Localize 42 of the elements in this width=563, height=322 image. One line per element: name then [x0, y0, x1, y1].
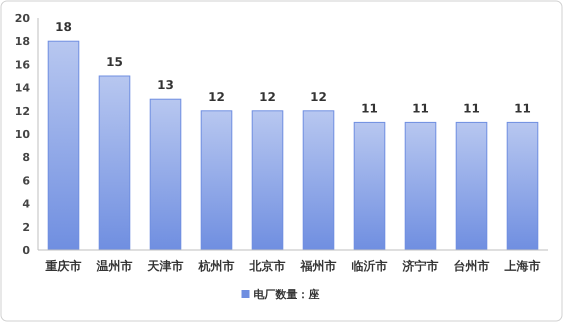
data-label: 12: [259, 90, 276, 104]
data-label: 12: [310, 90, 327, 104]
x-tick-label: 临沂市: [352, 259, 388, 273]
x-tick-label: 福州市: [300, 259, 336, 273]
y-tick-label: 2: [22, 220, 30, 234]
x-tick-label: 重庆市: [44, 259, 82, 273]
x-tick-label: 上海市: [504, 259, 540, 273]
data-label: 11: [463, 101, 480, 116]
bar: [354, 122, 386, 250]
y-tick-label: 0: [22, 244, 30, 257]
y-tick-label: 8: [22, 151, 30, 164]
y-tick-label: 16: [14, 58, 30, 72]
bar: [150, 98, 182, 250]
bar: [200, 110, 232, 250]
legend-label: 电厂数量：座: [254, 288, 320, 301]
x-tick-label: 台州市: [454, 259, 490, 273]
data-label: 11: [514, 101, 531, 116]
bar: [252, 110, 284, 250]
y-tick-label: 6: [22, 174, 30, 188]
data-label: 13: [157, 78, 174, 92]
data-label: 11: [412, 101, 429, 116]
y-tick-label: 18: [14, 35, 30, 48]
y-tick-label: 4: [22, 198, 30, 211]
bar: [48, 40, 80, 250]
bar: [98, 76, 130, 250]
data-label: 15: [106, 55, 123, 69]
x-tick-label: 杭州市: [198, 259, 234, 273]
bar: [506, 122, 538, 250]
y-tick-label: 14: [14, 82, 30, 95]
y-tick-label: 12: [14, 104, 30, 118]
bar: [404, 122, 436, 250]
data-label: 12: [208, 90, 225, 104]
x-tick-label: 北京市: [248, 259, 286, 273]
x-tick-label: 温州市: [96, 259, 132, 273]
x-tick-label: 天津市: [146, 259, 184, 273]
y-tick-label: 20: [14, 12, 30, 25]
bar: [456, 122, 488, 250]
data-label: 18: [55, 20, 72, 34]
y-tick-label: 10: [14, 128, 30, 141]
bar: [302, 110, 334, 250]
x-tick-label: 济宁市: [402, 259, 438, 273]
data-label: 11: [361, 101, 378, 116]
